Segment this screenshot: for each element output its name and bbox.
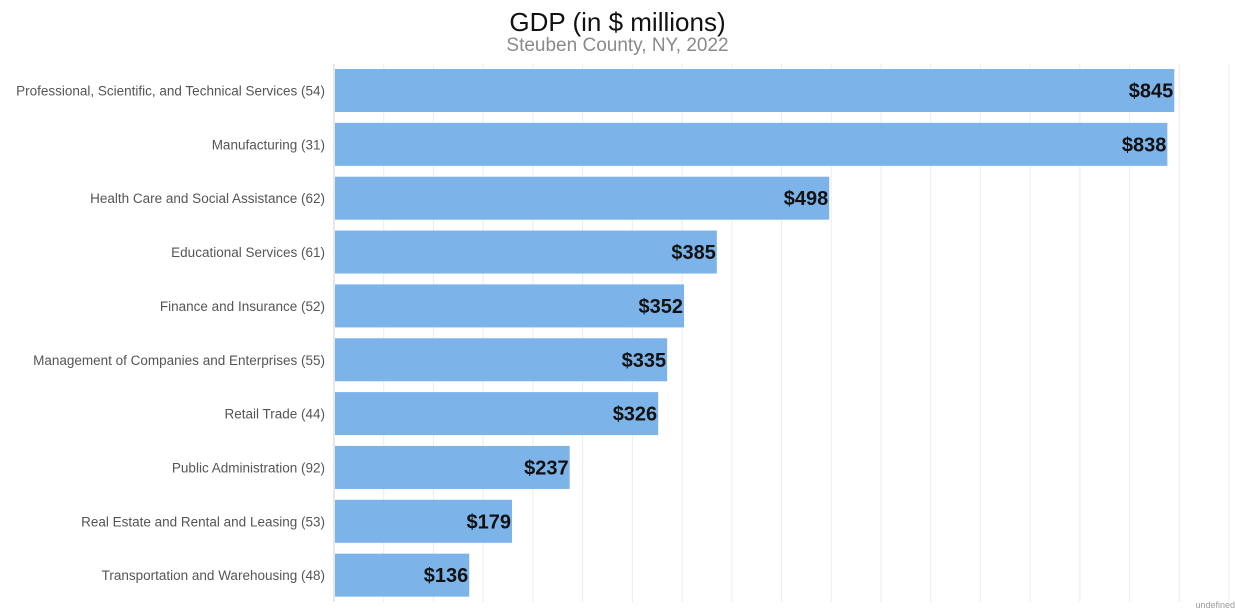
category-label: Professional, Scientific, and Technical … xyxy=(16,84,325,99)
bar[interactable] xyxy=(335,553,470,597)
chart-title: GDP (in $ millions) xyxy=(509,7,726,37)
footer-note: undefined xyxy=(1195,600,1235,610)
bar[interactable] xyxy=(335,338,668,382)
data-label: $335 xyxy=(622,350,667,372)
bar[interactable] xyxy=(335,284,685,328)
category-label: Management of Companies and Enterprises … xyxy=(33,353,325,368)
data-label: $136 xyxy=(424,565,469,587)
bar[interactable] xyxy=(335,122,1168,166)
data-label: $352 xyxy=(639,296,684,318)
data-label: $179 xyxy=(467,511,512,533)
chart-subtitle: Steuben County, NY, 2022 xyxy=(506,35,729,56)
data-label: $237 xyxy=(524,457,569,479)
category-label: Public Administration (92) xyxy=(172,460,325,475)
data-label: $326 xyxy=(613,404,658,426)
category-label: Health Care and Social Assistance (62) xyxy=(90,191,325,206)
data-labels: $845 $838 $498 $385 $352 $335 $326 $237 $179 $136 xyxy=(424,81,1174,588)
category-label: Finance and Insurance (52) xyxy=(160,299,325,314)
bar[interactable] xyxy=(335,230,717,274)
category-label: Real Estate and Rental and Leasing (53) xyxy=(81,514,325,529)
category-label: Retail Trade (44) xyxy=(224,407,325,422)
bar[interactable] xyxy=(335,392,659,436)
category-label: Educational Services (61) xyxy=(171,245,325,260)
bar[interactable] xyxy=(335,445,570,489)
data-label: $845 xyxy=(1129,81,1174,103)
bar[interactable] xyxy=(335,69,1175,112)
data-label: $838 xyxy=(1122,134,1167,156)
data-label: $385 xyxy=(671,242,716,264)
bar[interactable] xyxy=(335,176,830,220)
data-label: $498 xyxy=(784,188,829,210)
category-label: Transportation and Warehousing (48) xyxy=(102,568,325,583)
bars xyxy=(335,69,1175,597)
category-labels: Professional, Scientific, and Technical … xyxy=(16,84,325,584)
category-label: Manufacturing (31) xyxy=(212,137,325,152)
bar[interactable] xyxy=(335,499,513,543)
